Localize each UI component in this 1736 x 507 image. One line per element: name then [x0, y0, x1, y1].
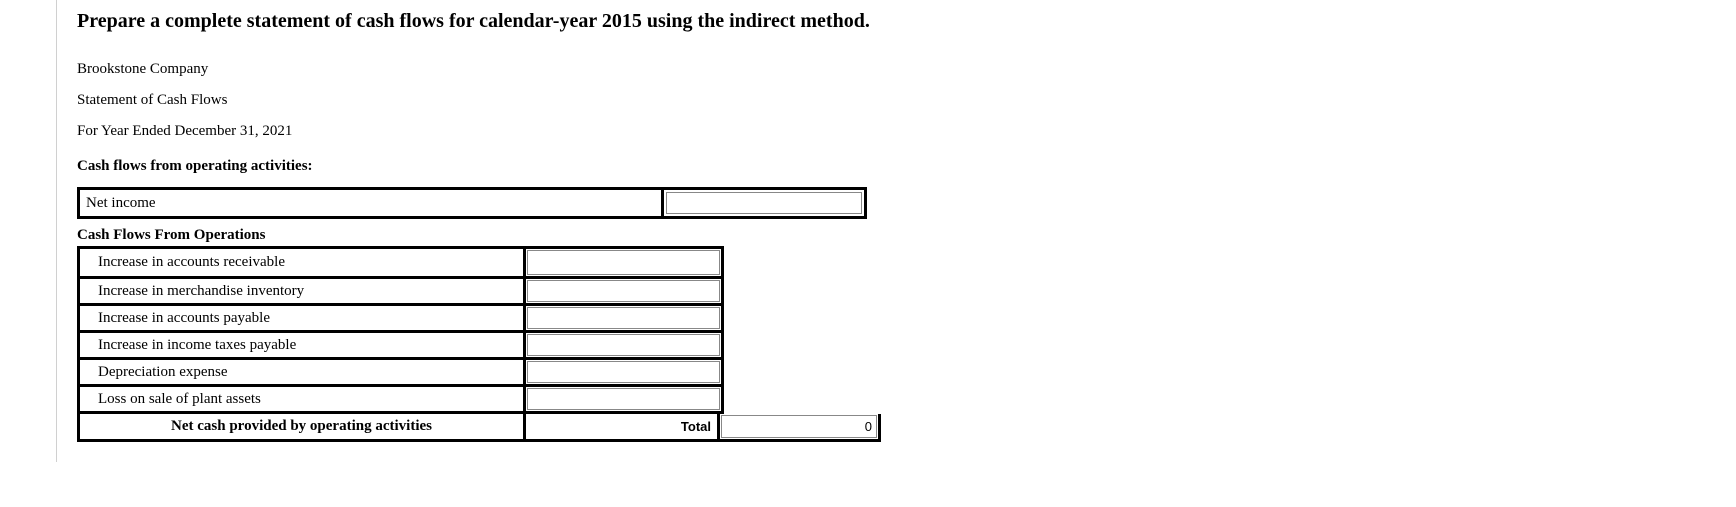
table-row: Increase in merchandise inventory [80, 276, 721, 303]
totals-value[interactable]: 0 [721, 415, 877, 438]
company-name: Brookstone Company [77, 61, 1716, 78]
ops-label[interactable]: Increase in accounts payable [80, 306, 526, 330]
totals-row: Net cash provided by operating activitie… [77, 414, 881, 442]
table-row: Increase in accounts payable [80, 303, 721, 330]
net-income-row: Net income [77, 187, 867, 219]
ops-label[interactable]: Increase in merchandise inventory [80, 279, 526, 303]
ops-value[interactable] [527, 334, 720, 356]
subsection-ops: Cash Flows From Operations [77, 227, 1716, 244]
ops-table: Increase in accounts receivable Increase… [77, 246, 724, 414]
ops-value[interactable] [527, 280, 720, 302]
table-row: Loss on sale of plant assets [80, 384, 721, 411]
net-income-value[interactable] [666, 192, 862, 214]
page-heading: Prepare a complete statement of cash flo… [77, 10, 1716, 33]
ops-label[interactable]: Loss on sale of plant assets [80, 387, 526, 411]
table-row: Increase in accounts receivable [80, 249, 721, 276]
period-line: For Year Ended December 31, 2021 [77, 123, 1716, 140]
ops-label[interactable]: Increase in income taxes payable [80, 333, 526, 357]
ops-value[interactable] [527, 250, 720, 275]
table-row: Depreciation expense [80, 357, 721, 384]
ops-value[interactable] [527, 307, 720, 329]
ops-value[interactable] [527, 361, 720, 383]
table-row: Increase in income taxes payable [80, 330, 721, 357]
totals-label: Net cash provided by operating activitie… [80, 414, 526, 439]
statement-title: Statement of Cash Flows [77, 92, 1716, 109]
page: Prepare a complete statement of cash flo… [56, 0, 1716, 462]
ops-label[interactable]: Increase in accounts receivable [80, 249, 526, 276]
net-income-label[interactable]: Net income [80, 190, 664, 216]
totals-mid: Total [526, 414, 720, 439]
section-operating: Cash flows from operating activities: [77, 158, 1716, 175]
ops-value[interactable] [527, 388, 720, 410]
ops-label[interactable]: Depreciation expense [80, 360, 526, 384]
